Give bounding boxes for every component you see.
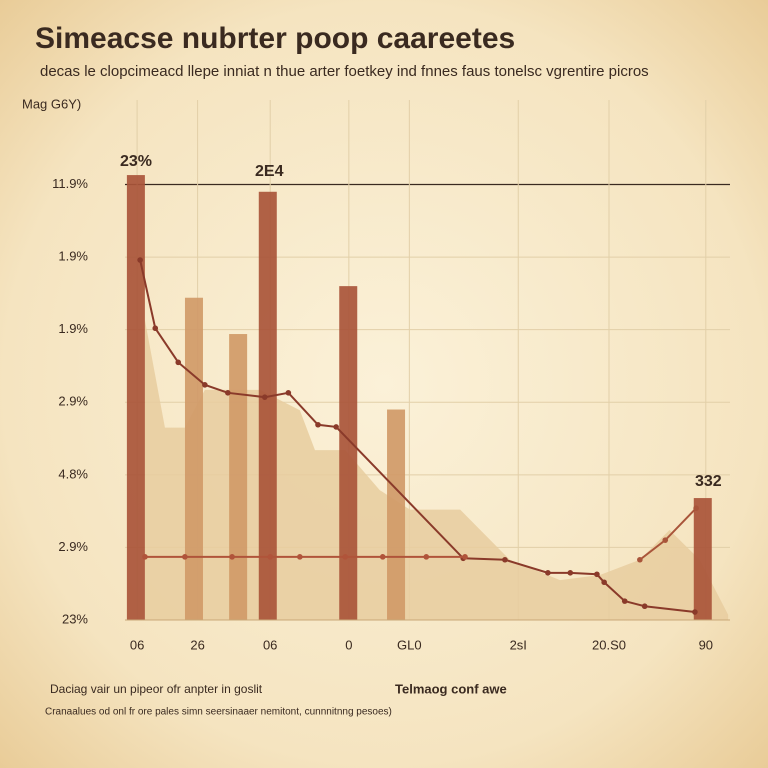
- line-marker: [285, 390, 292, 396]
- line-marker: [261, 394, 268, 400]
- y-tick-label: 2.9%: [58, 394, 88, 409]
- line-marker: [297, 554, 303, 560]
- line-marker: [545, 570, 551, 576]
- line-marker: [333, 424, 339, 430]
- line-marker: [202, 382, 208, 388]
- line-marker: [692, 609, 698, 615]
- line-marker: [152, 325, 159, 332]
- line-marker: [693, 505, 699, 512]
- line-marker: [225, 390, 231, 396]
- y-tick-label: 2.9%: [58, 539, 88, 554]
- x-tick-label: 20.S0: [592, 637, 626, 652]
- y-tick-label: 4.8%: [58, 466, 88, 481]
- x-tick-label: 90: [699, 637, 713, 652]
- bar: [184, 297, 203, 620]
- x-tick-label: 0: [345, 637, 352, 652]
- line-marker: [641, 603, 648, 610]
- line: [139, 259, 696, 614]
- line-marker: [462, 554, 468, 560]
- x-tick-label: GL0: [397, 637, 422, 652]
- footer-note: Daciag vair un pipeor ofr anpter in gosl…: [50, 682, 263, 696]
- line-marker: [379, 554, 386, 560]
- y-tick-label: 11.9%: [52, 176, 88, 191]
- x-tick-label: 26: [190, 637, 204, 652]
- bar: [258, 191, 277, 620]
- line-marker: [142, 554, 148, 560]
- line-marker: [137, 257, 143, 263]
- line-marker: [621, 598, 628, 604]
- y-axis-label: Mag G6Y): [22, 96, 81, 111]
- bar: [387, 409, 406, 620]
- line-marker: [229, 554, 235, 560]
- annotation: 2E4: [255, 163, 284, 180]
- line-marker: [267, 554, 274, 560]
- x-tick-label: 2sI: [510, 637, 527, 652]
- footer-note: Cranaalues od onl fr ore pales simn seer…: [45, 707, 392, 718]
- line-marker: [594, 571, 600, 578]
- line-marker: [315, 421, 321, 428]
- x-tick-label: 06: [130, 637, 144, 652]
- line-marker: [423, 554, 430, 560]
- bar: [229, 334, 248, 620]
- annotation: 332: [695, 473, 722, 490]
- bar: [126, 175, 145, 621]
- footer-note: Telmaog conf awe: [395, 681, 507, 696]
- annotation: 23%: [120, 153, 152, 170]
- line-marker: [502, 556, 508, 563]
- line-marker: [662, 537, 669, 543]
- line-marker: [637, 556, 643, 563]
- area: [144, 320, 729, 620]
- line-marker: [182, 554, 188, 560]
- line-marker: [175, 359, 182, 366]
- y-tick-label: 1.9%: [58, 321, 88, 336]
- line-marker: [601, 579, 607, 586]
- line-marker: [342, 554, 349, 560]
- chart-subtitle: decas le clopcimeacd llepe inniat n thue…: [40, 63, 649, 80]
- y-tick-label: 23%: [62, 611, 88, 626]
- y-tick-label: 1.9%: [58, 249, 88, 264]
- chart-title: Simeacse nubrter poop caareetes: [35, 22, 515, 55]
- x-tick-label: 06: [263, 637, 277, 652]
- bar: [693, 498, 712, 620]
- line-marker: [567, 570, 574, 576]
- bar: [339, 286, 358, 620]
